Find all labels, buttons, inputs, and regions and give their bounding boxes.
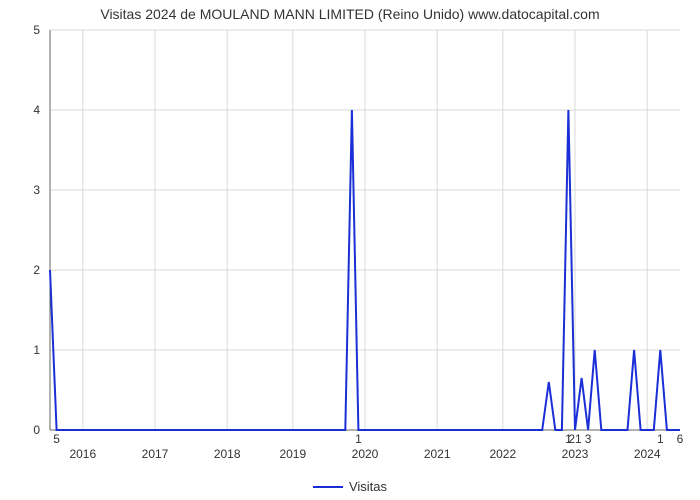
legend-label: Visitas <box>349 479 387 494</box>
svg-text:4: 4 <box>33 103 40 117</box>
svg-text:2021: 2021 <box>424 447 451 461</box>
svg-text:2022: 2022 <box>489 447 516 461</box>
svg-text:5: 5 <box>33 23 40 37</box>
svg-text:1: 1 <box>657 432 664 446</box>
svg-text:5: 5 <box>53 432 60 446</box>
svg-text:2: 2 <box>33 263 40 277</box>
svg-text:6: 6 <box>677 432 684 446</box>
svg-text:1: 1 <box>355 432 362 446</box>
svg-text:0: 0 <box>33 423 40 437</box>
svg-text:21: 21 <box>568 432 582 446</box>
svg-text:2019: 2019 <box>279 447 306 461</box>
legend-swatch <box>313 486 343 488</box>
svg-text:2017: 2017 <box>142 447 169 461</box>
svg-text:2024: 2024 <box>634 447 661 461</box>
svg-text:1: 1 <box>33 343 40 357</box>
visits-line-chart: 0 1 2 3 4 5 2016 2017 2018 2019 2020 2021 2022 2023 20… <box>0 0 700 500</box>
legend: Visitas <box>0 476 700 495</box>
svg-text:2023: 2023 <box>562 447 589 461</box>
svg-text:3: 3 <box>33 183 40 197</box>
svg-text:3: 3 <box>585 432 592 446</box>
svg-text:2020: 2020 <box>352 447 379 461</box>
svg-text:2018: 2018 <box>214 447 241 461</box>
chart-title: Visitas 2024 de MOULAND MANN LIMITED (Re… <box>0 6 700 22</box>
svg-text:2016: 2016 <box>69 447 96 461</box>
legend-item-visitas: Visitas <box>313 479 387 494</box>
